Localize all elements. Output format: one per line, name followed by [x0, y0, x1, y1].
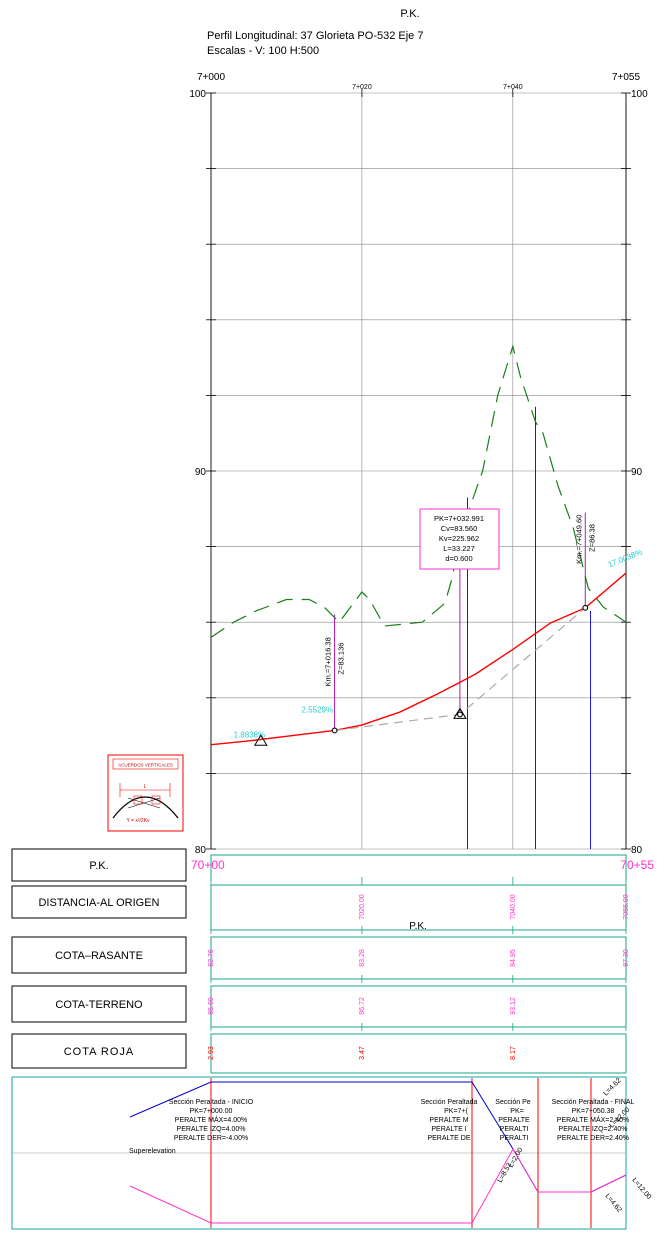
station-label-top: 7+000: [197, 72, 226, 83]
table-values: 7020.00 7040.00 7055.00 82.76 83.28 84.95 87.3…: [208, 877, 630, 1060]
se-end-left: PERALTE IZQ=2.40%: [559, 1126, 628, 1133]
station-label-top: 7+055: [612, 72, 641, 83]
se-start-title: Sección Peraltada - INICIO: [169, 1099, 254, 1106]
se-start-left: PERALTE IZQ=4.00%: [177, 1126, 246, 1133]
profile-axis-labels: 7+000 7+020 7+040 7+055 100 100 90 90 80 80 70+00 7…: [189, 72, 654, 872]
legend-formula: Y = x²/2Kv: [126, 818, 150, 824]
distance-row-center-label: P.K.: [409, 921, 427, 932]
table-value: 7020.00: [359, 894, 366, 919]
se-2-title: Sección Peraltada: [421, 1099, 478, 1106]
se-2-left: PERALTE I: [431, 1126, 466, 1133]
pi-marker: [453, 707, 467, 719]
table-value: 2.93: [208, 1046, 215, 1060]
series-terrain: [210, 344, 627, 638]
point-z-label: Z=86.38: [587, 524, 596, 552]
se-start-right: PERALTE DER=-4.00%: [174, 1135, 248, 1142]
legend-title: ACUERDOS VERTICALES: [118, 763, 173, 768]
series-grade-line: [210, 572, 627, 746]
station-label-top: 7+020: [352, 84, 372, 91]
table-value: 83.28: [359, 949, 366, 967]
table-value: 93.12: [510, 997, 517, 1015]
pk-bottom-right: 70+55: [620, 858, 654, 872]
point-z-label: Z=83.136: [337, 643, 346, 675]
se-end-max: PERALTE MÁX=2.40%: [557, 1115, 629, 1124]
header-pk-label: P.K.: [400, 8, 419, 20]
table-value: 82.76: [208, 949, 215, 967]
se-3-title: Sección Pe: [495, 1099, 531, 1106]
superelevation-label: Superelevation: [129, 1148, 176, 1155]
se-end-right: PERALTE DER=2.40%: [557, 1135, 629, 1142]
se-end-title: Sección Peraltada - FINAL: [552, 1099, 635, 1106]
row-label-cut-fill: COTA ROJA: [64, 1046, 135, 1058]
se-3-pk: PK=: [510, 1108, 523, 1115]
point-marker: [456, 711, 463, 718]
vertical-curve-info: PK=7+032.991 Cv=83.560 Kv=225.962 L=33.2…: [419, 508, 500, 570]
row-label-ground-elev: COTA-TERRENO: [55, 999, 143, 1011]
y-label-right: 100: [631, 89, 648, 100]
table-value: 85.69: [208, 997, 215, 1015]
row-label-distance: DISTANCIA-AL ORIGEN: [38, 897, 159, 909]
point-km-label: Km.=7+049.60: [574, 515, 583, 564]
svg-text:L: L: [144, 784, 147, 790]
table-value: 7040.00: [510, 894, 517, 919]
profile-grid: [206, 89, 631, 850]
row-label-pk: P.K.: [89, 860, 108, 872]
vc-line-3: Kv=225.962: [439, 534, 479, 543]
se-length-6: L=2.00: [508, 1147, 525, 1169]
point-km-label: Km.=7+016.38: [324, 637, 333, 686]
table-value: 8.17: [510, 1046, 517, 1060]
vertical-curves-legend: ACUERDOS VERTICALES L Y = x²/2Kv: [107, 754, 184, 832]
y-label-left: 80: [195, 845, 207, 856]
profile-title: Perfil Longitudinal: 37 Glorieta PO-532 …: [207, 30, 423, 42]
se-length-4: L=4.62: [603, 1193, 622, 1214]
superelevation-diagram: Superelevation Sección Peraltada - INICI…: [11, 1076, 652, 1230]
se-3-right: PERALTI: [500, 1135, 529, 1142]
guitar-table: P.K. DISTANCIA-AL ORIGEN COTA–RASANTE CO…: [11, 848, 630, 1074]
grade-label: 2.5529%: [302, 706, 334, 715]
pk-bottom-left: 70+00: [191, 858, 225, 872]
profile-scales: Escalas - V: 100 H:500: [207, 45, 319, 57]
y-label-left: 100: [189, 89, 206, 100]
se-2-max: PERALTE M: [429, 1117, 468, 1124]
vc-line-2: Cv=83.560: [441, 524, 478, 533]
table-value: 86.72: [359, 997, 366, 1015]
point-marker: [582, 604, 589, 611]
profile-content: 1.8838% 2.5529% 17.0038% Km.=7+016.38 Z=83.1…: [210, 344, 644, 849]
station-label-top: 7+040: [503, 84, 523, 91]
point-marker: [331, 727, 338, 734]
se-start-pk: PK=7+000.00: [190, 1108, 233, 1115]
se-end-pk: PK=7+050.38: [572, 1108, 615, 1115]
se-2-pk: PK=7+(: [444, 1108, 468, 1115]
vc-line-1: PK=7+032.991: [434, 514, 484, 523]
grade-label: 1.8838%: [234, 731, 266, 740]
se-3-left: PERALTI: [500, 1126, 529, 1133]
vc-line-4: L=33.227: [443, 544, 475, 553]
se-length-1: L=4.62: [602, 1077, 622, 1097]
table-value: 84.95: [510, 949, 517, 967]
se-length-3: L=12.00: [630, 1177, 652, 1201]
table-value: 3.47: [359, 1046, 366, 1060]
y-label-left: 90: [195, 467, 207, 478]
se-start-max: PERALTE MÁX=4.00%: [175, 1115, 247, 1124]
table-value: 7055.00: [623, 894, 630, 919]
vc-line-5: d=0.600: [445, 554, 472, 563]
row-label-grade-elev: COTA–RASANTE: [55, 950, 143, 962]
pi-marker: [253, 734, 268, 746]
y-label-right: 80: [631, 845, 643, 856]
se-3-max: PERALTE: [498, 1117, 530, 1124]
se-2-right: PERALTE DE: [427, 1135, 470, 1142]
grade-label: 17.0038%: [607, 547, 644, 569]
table-value: 87.30: [623, 949, 630, 967]
y-label-right: 90: [631, 467, 643, 478]
